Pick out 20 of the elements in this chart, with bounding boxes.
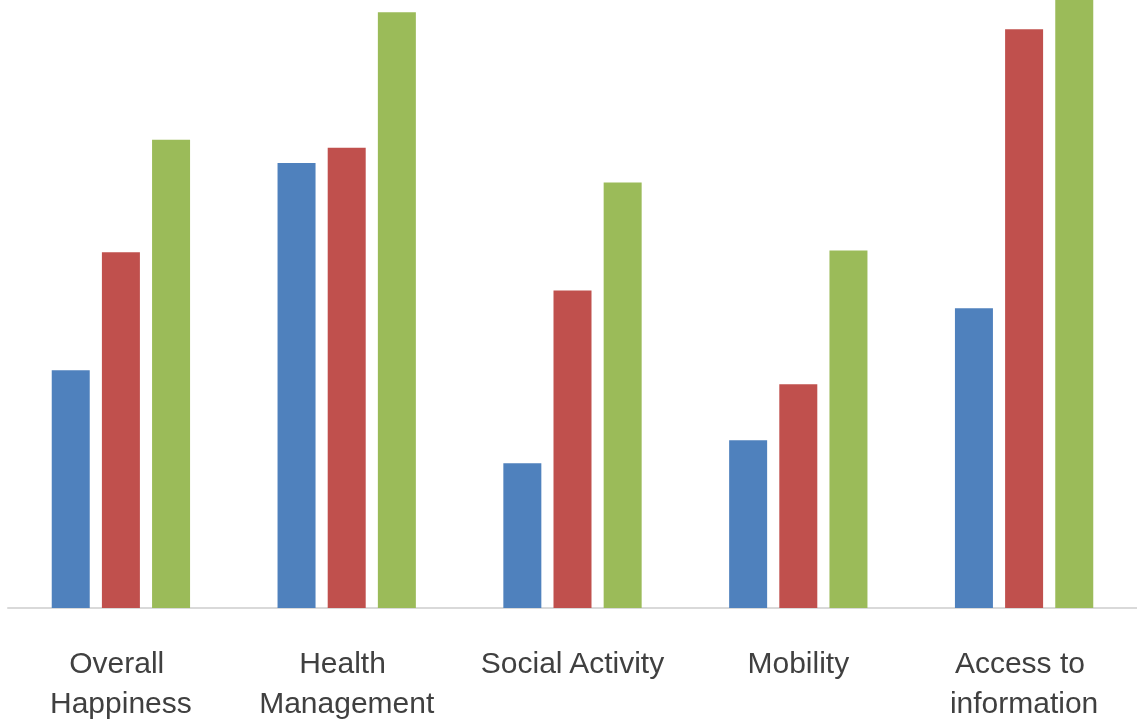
bar xyxy=(51,370,90,608)
bar xyxy=(503,463,542,608)
bar xyxy=(1005,29,1044,608)
bar xyxy=(954,308,993,608)
x-tick-label: Access to information xyxy=(949,645,1099,719)
bar xyxy=(377,12,416,608)
bar xyxy=(729,440,768,608)
bar xyxy=(101,252,140,608)
x-tick-label: Social Activity xyxy=(480,645,665,679)
bar xyxy=(277,162,316,608)
bar xyxy=(327,147,366,608)
bar xyxy=(553,290,592,608)
bar xyxy=(1055,0,1094,608)
x-tick-label: Overall Happiness xyxy=(50,645,192,719)
bar xyxy=(779,384,818,608)
x-tick-label: Health Management xyxy=(259,645,435,719)
bar xyxy=(603,182,642,608)
bar xyxy=(152,139,191,608)
bar xyxy=(829,250,868,608)
x-tick-label: Mobility xyxy=(747,645,850,679)
